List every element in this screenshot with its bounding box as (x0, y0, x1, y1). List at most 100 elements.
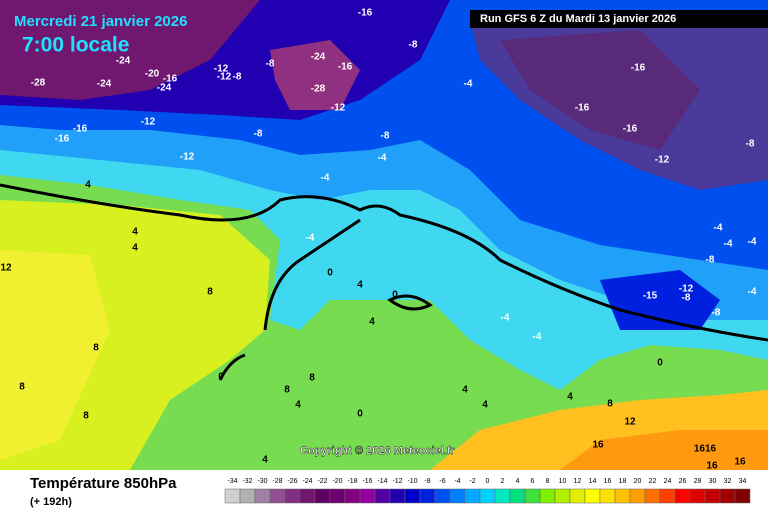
legend-swatch (524, 488, 541, 504)
legend-label: 12 (574, 478, 582, 485)
contour-label: -16 (55, 134, 70, 145)
legend-swatch (344, 488, 361, 504)
legend-label: -26 (287, 478, 297, 485)
legend-swatch (374, 488, 391, 504)
legend-swatch (674, 488, 691, 504)
legend-swatch (584, 488, 601, 504)
contour-label: 16 (592, 440, 604, 451)
legend-label: -10 (407, 478, 417, 485)
contour-label: 16 (734, 457, 746, 468)
contour-label: -8 (712, 308, 721, 319)
legend-label: -16 (362, 478, 372, 485)
contour-label: -20 (145, 69, 160, 80)
contour-label: 0 (218, 372, 224, 383)
legend-label: -2 (469, 478, 475, 485)
legend-label: 4 (516, 478, 520, 485)
contour-label: -4 (321, 173, 330, 184)
contour-label: -12 (679, 284, 694, 295)
contour-label: 4 (482, 400, 488, 411)
contour-label: 4 (369, 317, 375, 328)
legend-label: -6 (439, 478, 445, 485)
contour-label: -16 (73, 124, 88, 135)
contour-label: 4 (357, 280, 363, 291)
legend-swatch (299, 488, 316, 504)
legend-swatch (359, 488, 376, 504)
time: 7:00 locale (22, 34, 129, 57)
contour-label: -24 (157, 83, 172, 94)
legend-label: 10 (559, 478, 567, 485)
legend-label: 34 (739, 478, 747, 485)
contour-label: -4 (714, 223, 723, 234)
legend-swatch (239, 488, 256, 504)
contour-label: -16 (358, 8, 373, 19)
map-background (0, 0, 768, 470)
legend-swatch (719, 488, 736, 504)
legend-label: -8 (424, 478, 430, 485)
contour-label: -8 (682, 293, 691, 304)
legend-swatch (599, 488, 616, 504)
legend-label: -14 (377, 478, 387, 485)
legend-swatch (224, 488, 241, 504)
legend-swatch (614, 488, 631, 504)
contour-label: 1616 (694, 444, 717, 455)
contour-label: 8 (207, 287, 213, 298)
legend-label: 20 (634, 478, 642, 485)
color-legend: -34 -32 -30 -28 -26 -24 -22 -20 -18 -16 -14 -12 -10-… (224, 478, 751, 504)
legend-label: -34 (227, 478, 237, 485)
legend-label: -12 (392, 478, 402, 485)
contour-label: -4 (533, 332, 542, 343)
legend-swatch (734, 488, 751, 504)
contour-label: -4 (306, 233, 315, 244)
legend-label: 26 (679, 478, 687, 485)
legend-label: 18 (619, 478, 627, 485)
contour-label: 12 (624, 417, 636, 428)
legend-label: 16 (604, 478, 612, 485)
contour-label: 0 (657, 358, 663, 369)
legend-swatch (509, 488, 526, 504)
legend-swatch (539, 488, 556, 504)
legend-label: -30 (257, 478, 267, 485)
contour-label: -4 (748, 237, 757, 248)
contour-label: 12 (0, 263, 12, 274)
legend-label: 30 (709, 478, 717, 485)
field-title: Température 850hPa (30, 475, 177, 492)
legend-swatch (284, 488, 301, 504)
contour-label: -16 (631, 63, 646, 74)
contour-label: -8 (381, 131, 390, 142)
contour-label: 4 (262, 455, 268, 466)
contour-label: -12 (331, 103, 346, 114)
contour-label: 8 (607, 399, 613, 410)
contour-label: -28 (311, 84, 326, 95)
contour-label: 8 (83, 411, 89, 422)
legend-swatch (389, 488, 406, 504)
legend-label: -4 (454, 478, 460, 485)
contour-label: 4 (295, 400, 301, 411)
legend-swatch (254, 488, 271, 504)
legend-swatch (329, 488, 346, 504)
contour-label: 8 (93, 343, 99, 354)
contour-label: -24 (97, 79, 112, 90)
contour-label: -8 (266, 59, 275, 70)
legend-label: 0 (486, 478, 490, 485)
legend-label: 14 (589, 478, 597, 485)
legend-label: 32 (724, 478, 732, 485)
contour-label: 16 (706, 461, 718, 472)
legend-label: 8 (546, 478, 550, 485)
legend-swatch (689, 488, 706, 504)
legend-label: -18 (347, 478, 357, 485)
contour-label: -16 (575, 103, 590, 114)
contour-label: -15 (643, 291, 658, 302)
legend-swatch (269, 488, 286, 504)
legend-swatch (464, 488, 481, 504)
run-box (470, 10, 768, 28)
contour-label: 4 (132, 227, 138, 238)
legend-swatch (704, 488, 721, 504)
contour-label: -4 (501, 313, 510, 324)
contour-label: 4 (132, 243, 138, 254)
legend-label: 6 (531, 478, 535, 485)
contour-label: 0 (392, 290, 398, 301)
legend-label: -28 (272, 478, 282, 485)
contour-label: 0 (327, 268, 333, 279)
legend-swatch (659, 488, 676, 504)
